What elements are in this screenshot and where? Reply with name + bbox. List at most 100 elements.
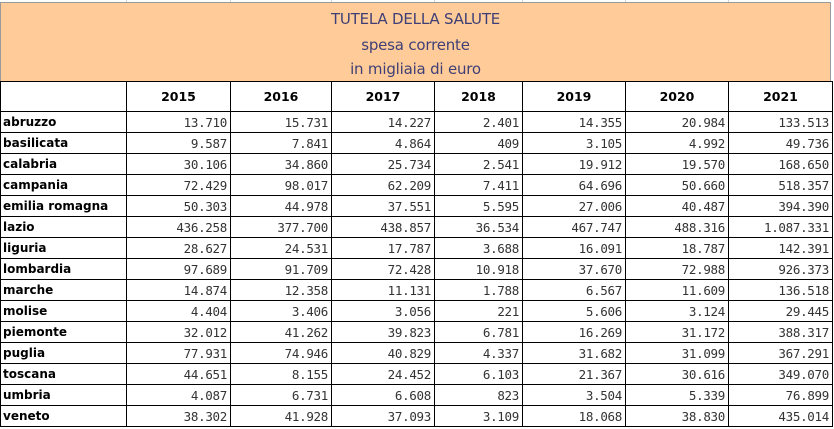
value-cell-2017[interactable]: 24.452 [331, 363, 435, 385]
year-header-2017[interactable]: 2017 [331, 81, 435, 112]
region-cell[interactable]: molise [0, 300, 127, 322]
corner-header-cell[interactable] [0, 81, 127, 112]
value-cell-2018[interactable]: 10.918 [434, 258, 523, 280]
value-cell-2021[interactable]: 136.518 [728, 279, 833, 301]
value-cell-2018[interactable]: 36.534 [434, 216, 523, 238]
value-cell-2016[interactable]: 34.860 [230, 153, 332, 175]
value-cell-2018[interactable]: 823 [434, 384, 523, 406]
value-cell-2021[interactable]: 394.390 [728, 195, 833, 217]
value-cell-2016[interactable]: 91.709 [230, 258, 332, 280]
value-cell-2018[interactable]: 7.411 [434, 174, 523, 196]
value-cell-2015[interactable]: 436.258 [126, 216, 231, 238]
value-cell-2015[interactable]: 4.087 [126, 384, 231, 406]
value-cell-2018[interactable]: 2.541 [434, 153, 523, 175]
value-cell-2019[interactable]: 37.670 [522, 258, 626, 280]
value-cell-2021[interactable]: 1.087.331 [728, 216, 833, 238]
value-cell-2015[interactable]: 50.303 [126, 195, 231, 217]
region-cell[interactable]: lombardia [0, 258, 127, 280]
value-cell-2017[interactable]: 17.787 [331, 237, 435, 259]
value-cell-2016[interactable]: 12.358 [230, 279, 332, 301]
region-cell[interactable]: puglia [0, 342, 127, 364]
value-cell-2015[interactable]: 13.710 [126, 111, 231, 133]
value-cell-2019[interactable]: 31.682 [522, 342, 626, 364]
value-cell-2017[interactable]: 39.823 [331, 321, 435, 343]
value-cell-2020[interactable]: 31.099 [625, 342, 729, 364]
value-cell-2017[interactable]: 11.131 [331, 279, 435, 301]
value-cell-2020[interactable]: 5.339 [625, 384, 729, 406]
region-cell[interactable]: basilicata [0, 132, 127, 154]
region-cell[interactable]: piemonte [0, 321, 127, 343]
value-cell-2020[interactable]: 4.992 [625, 132, 729, 154]
value-cell-2020[interactable]: 11.609 [625, 279, 729, 301]
value-cell-2015[interactable]: 9.587 [126, 132, 231, 154]
value-cell-2021[interactable]: 76.899 [728, 384, 833, 406]
value-cell-2020[interactable]: 50.660 [625, 174, 729, 196]
value-cell-2020[interactable]: 30.616 [625, 363, 729, 385]
value-cell-2020[interactable]: 31.172 [625, 321, 729, 343]
year-header-2019[interactable]: 2019 [522, 81, 626, 112]
value-cell-2021[interactable]: 518.357 [728, 174, 833, 196]
value-cell-2017[interactable]: 37.093 [331, 405, 435, 427]
value-cell-2020[interactable]: 40.487 [625, 195, 729, 217]
value-cell-2016[interactable]: 6.731 [230, 384, 332, 406]
region-cell[interactable]: liguria [0, 237, 127, 259]
value-cell-2021[interactable]: 367.291 [728, 342, 833, 364]
region-cell[interactable]: toscana [0, 363, 127, 385]
region-cell[interactable]: calabria [0, 153, 127, 175]
value-cell-2019[interactable]: 19.912 [522, 153, 626, 175]
year-header-2020[interactable]: 2020 [625, 81, 729, 112]
value-cell-2020[interactable]: 488.316 [625, 216, 729, 238]
value-cell-2015[interactable]: 38.302 [126, 405, 231, 427]
year-header-2016[interactable]: 2016 [230, 81, 332, 112]
value-cell-2019[interactable]: 64.696 [522, 174, 626, 196]
value-cell-2021[interactable]: 349.070 [728, 363, 833, 385]
value-cell-2021[interactable]: 142.391 [728, 237, 833, 259]
value-cell-2016[interactable]: 3.406 [230, 300, 332, 322]
value-cell-2017[interactable]: 3.056 [331, 300, 435, 322]
value-cell-2015[interactable]: 30.106 [126, 153, 231, 175]
value-cell-2018[interactable]: 6.781 [434, 321, 523, 343]
value-cell-2017[interactable]: 4.864 [331, 132, 435, 154]
region-cell[interactable]: abruzzo [0, 111, 127, 133]
value-cell-2017[interactable]: 72.428 [331, 258, 435, 280]
value-cell-2016[interactable]: 98.017 [230, 174, 332, 196]
value-cell-2018[interactable]: 409 [434, 132, 523, 154]
year-header-2015[interactable]: 2015 [126, 81, 231, 112]
value-cell-2019[interactable]: 5.606 [522, 300, 626, 322]
value-cell-2021[interactable]: 388.317 [728, 321, 833, 343]
region-cell[interactable]: emilia romagna [0, 195, 127, 217]
value-cell-2019[interactable]: 21.367 [522, 363, 626, 385]
value-cell-2016[interactable]: 15.731 [230, 111, 332, 133]
value-cell-2018[interactable]: 221 [434, 300, 523, 322]
value-cell-2021[interactable]: 49.736 [728, 132, 833, 154]
value-cell-2017[interactable]: 62.209 [331, 174, 435, 196]
value-cell-2015[interactable]: 77.931 [126, 342, 231, 364]
value-cell-2020[interactable]: 72.988 [625, 258, 729, 280]
value-cell-2018[interactable]: 5.595 [434, 195, 523, 217]
year-header-2018[interactable]: 2018 [434, 81, 523, 112]
region-cell[interactable]: campania [0, 174, 127, 196]
region-cell[interactable]: umbria [0, 384, 127, 406]
value-cell-2015[interactable]: 32.012 [126, 321, 231, 343]
region-cell[interactable]: veneto [0, 405, 127, 427]
value-cell-2019[interactable]: 467.747 [522, 216, 626, 238]
value-cell-2021[interactable]: 926.373 [728, 258, 833, 280]
value-cell-2019[interactable]: 6.567 [522, 279, 626, 301]
value-cell-2017[interactable]: 14.227 [331, 111, 435, 133]
value-cell-2019[interactable]: 27.006 [522, 195, 626, 217]
value-cell-2020[interactable]: 38.830 [625, 405, 729, 427]
value-cell-2019[interactable]: 16.269 [522, 321, 626, 343]
region-cell[interactable]: marche [0, 279, 127, 301]
value-cell-2018[interactable]: 1.788 [434, 279, 523, 301]
value-cell-2016[interactable]: 44.978 [230, 195, 332, 217]
value-cell-2021[interactable]: 133.513 [728, 111, 833, 133]
value-cell-2017[interactable]: 438.857 [331, 216, 435, 238]
value-cell-2019[interactable]: 3.504 [522, 384, 626, 406]
value-cell-2019[interactable]: 14.355 [522, 111, 626, 133]
value-cell-2016[interactable]: 377.700 [230, 216, 332, 238]
value-cell-2021[interactable]: 29.445 [728, 300, 833, 322]
value-cell-2020[interactable]: 19.570 [625, 153, 729, 175]
value-cell-2016[interactable]: 74.946 [230, 342, 332, 364]
value-cell-2018[interactable]: 2.401 [434, 111, 523, 133]
value-cell-2021[interactable]: 168.650 [728, 153, 833, 175]
